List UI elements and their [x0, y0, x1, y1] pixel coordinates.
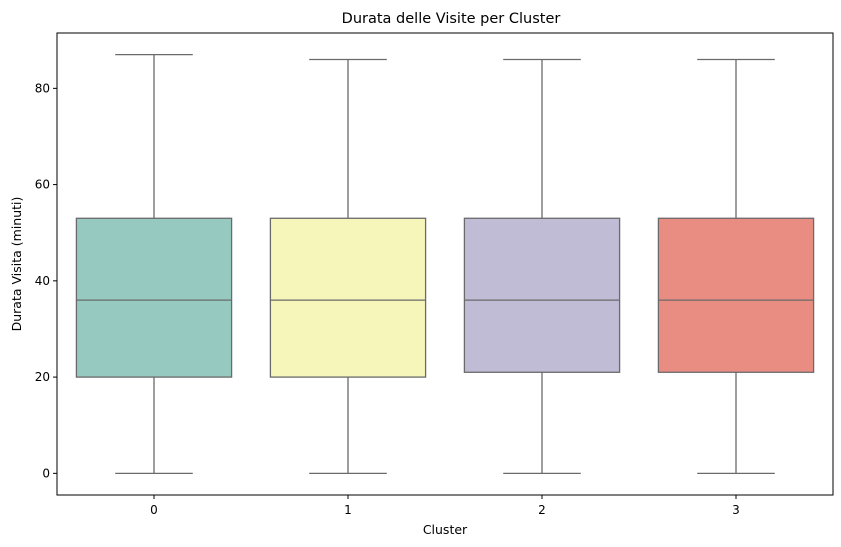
y-tick-label: 60	[35, 178, 50, 192]
plot-area	[75, 54, 815, 474]
box-cluster-3	[657, 58, 815, 474]
y-tick-label: 0	[42, 466, 50, 480]
plot-frame	[56, 32, 834, 496]
y-axis: 0 20 40 60 80	[35, 81, 57, 480]
x-axis-label: Cluster	[423, 522, 468, 537]
y-tick-label: 40	[35, 274, 50, 288]
x-tick-label: 1	[344, 503, 352, 517]
box-iqr	[657, 217, 815, 373]
x-tick-label: 2	[538, 503, 546, 517]
box-iqr	[269, 217, 427, 378]
y-tick-label: 80	[35, 81, 50, 95]
box-cluster-1	[269, 58, 427, 474]
box-iqr	[463, 217, 621, 373]
y-axis-label: Durata Visita (minuti)	[9, 197, 24, 332]
x-tick-label: 0	[150, 503, 158, 517]
box-iqr	[75, 217, 233, 378]
box-cluster-2	[463, 58, 621, 474]
y-tick-label: 20	[35, 370, 50, 384]
chart-title: Durata delle Visite per Cluster	[342, 11, 561, 27]
x-tick-label: 3	[732, 503, 740, 517]
x-axis: 0 1 2 3	[150, 495, 740, 517]
box-cluster-0	[75, 54, 233, 474]
